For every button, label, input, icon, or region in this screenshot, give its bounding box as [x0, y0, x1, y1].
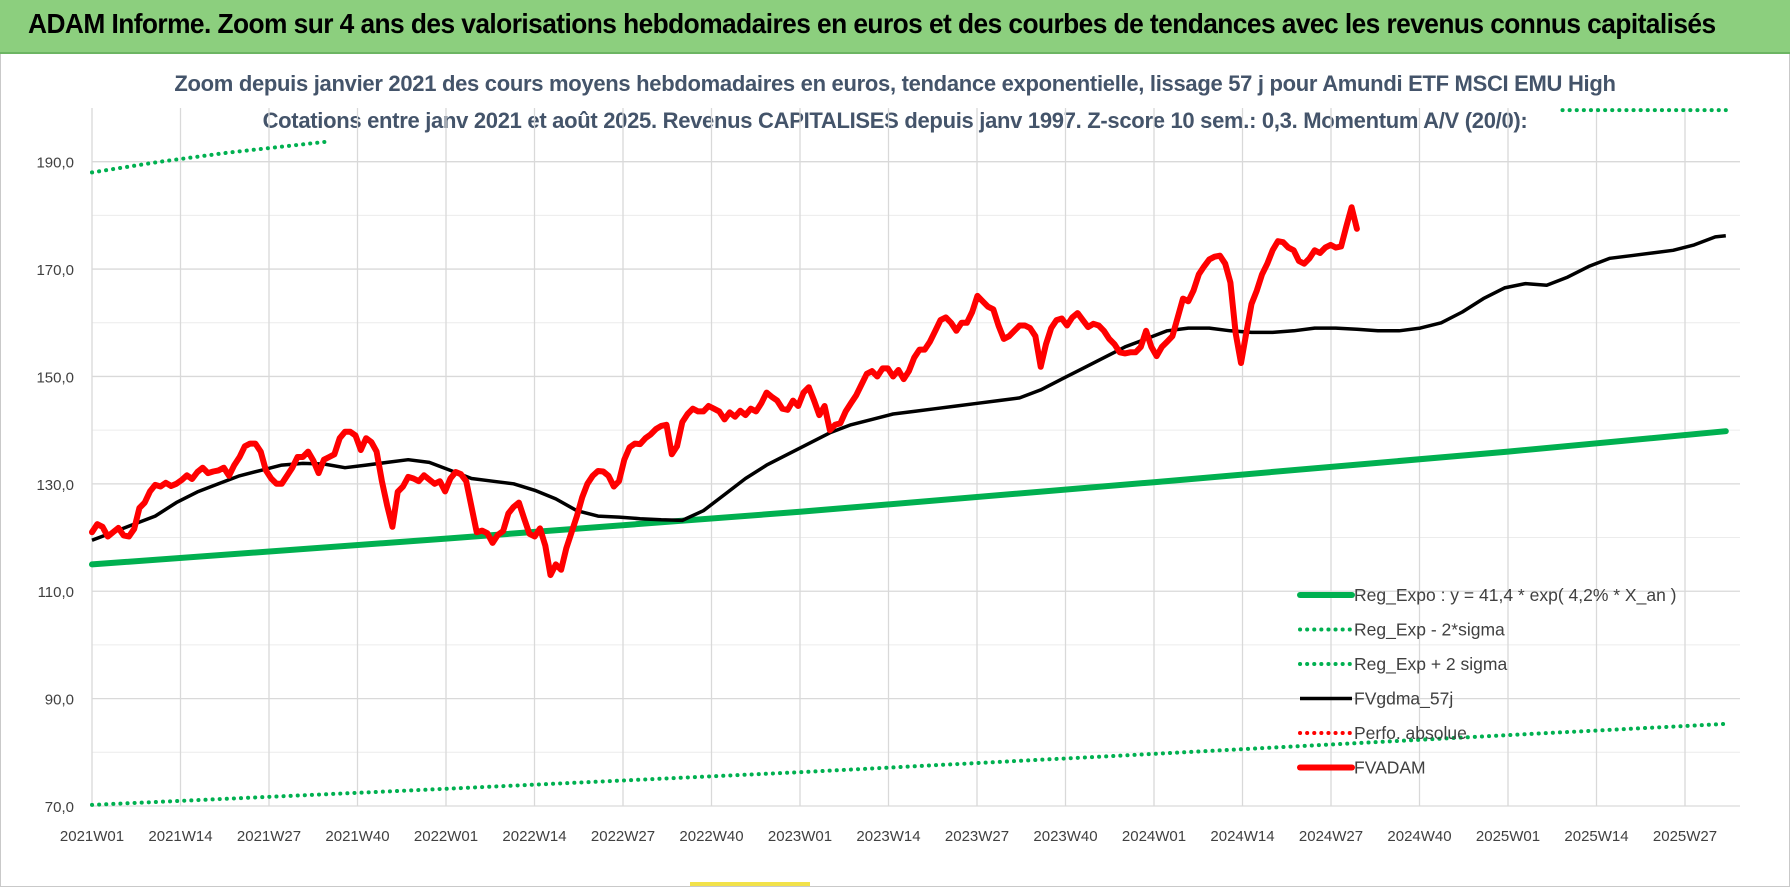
x-tick-label: 2023W40	[1033, 828, 1097, 845]
x-tick-label: 2024W27	[1299, 828, 1363, 845]
y-tick-label: 130,0	[36, 477, 74, 494]
x-tick-label: 2025W14	[1564, 828, 1628, 845]
x-tick-label: 2021W27	[237, 828, 301, 845]
report-title: ADAM Informe. Zoom sur 4 ans des valoris…	[28, 8, 1716, 39]
x-tick-label: 2021W40	[325, 828, 389, 845]
x-tick-label: 2022W40	[679, 828, 743, 845]
x-tick-label: 2022W27	[591, 828, 655, 845]
y-tick-label: 110,0	[38, 584, 74, 601]
series-line	[89, 204, 1360, 579]
x-tick-label: 2025W27	[1653, 828, 1717, 845]
y-axis: 70,0 90,0 110,0 130,0 150,0 170,0 190,0	[36, 155, 74, 816]
legend-label: Reg_Exp - 2*sigma	[1354, 620, 1505, 641]
y-tick-label: 190,0	[36, 155, 74, 172]
chart-subtitle: Cotations entre janv 2021 et août 2025. …	[262, 108, 1528, 133]
legend-label: Perfo. absolue	[1354, 723, 1467, 743]
x-tick-label: 2024W40	[1387, 828, 1451, 845]
chart-area: Zoom depuis janvier 2021 des cours moyen…	[0, 52, 1790, 887]
y-tick-label: 150,0	[36, 369, 74, 386]
x-tick-label: 2023W01	[768, 828, 832, 845]
legend-label: Reg_Exp + 2 sigma	[1354, 654, 1507, 675]
legend-label: FVADAM	[1354, 758, 1426, 778]
grid-lines	[91, 108, 1740, 807]
series-line	[90, 721, 1728, 807]
x-tick-label: 2021W01	[60, 828, 124, 845]
legend-label: FVgdma_57j	[1354, 689, 1453, 710]
x-tick-label: 2023W27	[945, 828, 1009, 845]
legend-label: Reg_Expo : y = 41,4 * exp( 4,2% * X_an )	[1354, 585, 1677, 606]
legend: Reg_Expo : y = 41,4 * exp( 4,2% * X_an )…	[1297, 585, 1677, 778]
x-axis: 2021W01 2021W14 2021W27 2021W40 2022W01 2022W…	[60, 828, 1717, 845]
x-tick-label: 2021W14	[148, 828, 212, 845]
x-tick-label: 2024W14	[1210, 828, 1274, 845]
report-banner: ADAM Informe. Zoom sur 4 ans des valoris…	[0, 0, 1790, 54]
y-tick-label: 70,0	[45, 799, 74, 816]
series-line	[91, 234, 1726, 542]
bottom-accent	[690, 882, 810, 886]
y-tick-label: 90,0	[45, 692, 74, 709]
series-line	[89, 428, 1729, 568]
x-tick-label: 2023W14	[856, 828, 920, 845]
y-tick-label: 170,0	[36, 262, 74, 279]
series-layer	[89, 108, 1729, 807]
chart-title: Zoom depuis janvier 2021 des cours moyen…	[174, 71, 1616, 96]
x-tick-label: 2022W14	[502, 828, 566, 845]
x-tick-label: 2024W01	[1122, 828, 1186, 845]
x-tick-label: 2025W01	[1476, 828, 1540, 845]
x-tick-label: 2022W01	[414, 828, 478, 845]
series-line	[90, 139, 333, 175]
